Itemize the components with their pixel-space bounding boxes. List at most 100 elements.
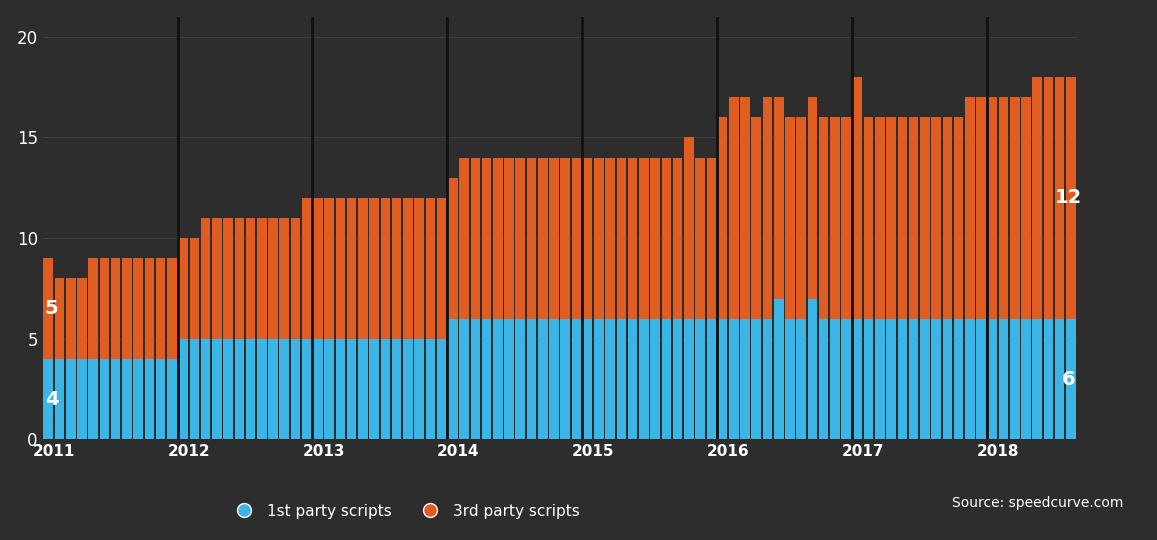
Bar	[314, 339, 323, 440]
Bar	[831, 117, 840, 319]
Bar	[538, 319, 547, 440]
Bar	[414, 339, 423, 440]
Bar	[752, 117, 761, 319]
Bar	[235, 339, 244, 440]
Bar	[819, 319, 828, 440]
Bar	[403, 339, 413, 440]
Bar	[717, 117, 728, 319]
Bar	[111, 258, 120, 359]
Bar	[302, 198, 311, 339]
Bar	[673, 319, 683, 440]
Bar	[392, 198, 401, 339]
Bar	[201, 218, 211, 339]
Bar	[100, 258, 109, 359]
Bar	[471, 158, 480, 319]
Bar	[909, 319, 919, 440]
Bar	[381, 198, 390, 339]
Bar	[268, 339, 278, 440]
Bar	[920, 117, 929, 319]
Bar	[786, 319, 795, 440]
Bar	[392, 339, 401, 440]
Bar	[617, 158, 626, 319]
Bar	[998, 319, 1008, 440]
Bar	[796, 319, 806, 440]
Bar	[268, 218, 278, 339]
Bar	[369, 198, 379, 339]
Bar	[280, 339, 289, 440]
Bar	[448, 319, 458, 440]
Text: 6: 6	[1062, 369, 1076, 389]
Bar	[943, 319, 952, 440]
Bar	[481, 319, 492, 440]
Bar	[550, 319, 559, 440]
Bar	[628, 319, 638, 440]
Bar	[931, 117, 941, 319]
Bar	[437, 339, 447, 440]
Bar	[245, 339, 256, 440]
Bar	[583, 319, 592, 440]
Bar	[212, 339, 222, 440]
Bar	[605, 319, 616, 440]
Bar	[526, 158, 537, 319]
Bar	[875, 319, 885, 440]
Bar	[123, 359, 132, 440]
Bar	[987, 319, 997, 440]
Bar	[538, 158, 547, 319]
Bar	[1032, 77, 1042, 319]
Text: 12: 12	[1055, 188, 1082, 207]
Bar	[650, 158, 659, 319]
Bar	[100, 359, 109, 440]
Bar	[953, 319, 964, 440]
Bar	[796, 117, 806, 319]
Bar	[123, 258, 132, 359]
Bar	[324, 339, 334, 440]
Bar	[583, 158, 592, 319]
Bar	[898, 319, 907, 440]
Bar	[44, 359, 53, 440]
Bar	[302, 339, 311, 440]
Bar	[347, 198, 356, 339]
Bar	[572, 319, 581, 440]
Bar	[841, 117, 850, 319]
Bar	[414, 198, 423, 339]
Bar	[493, 158, 502, 319]
Text: 4: 4	[45, 390, 59, 409]
Bar	[133, 258, 143, 359]
Bar	[684, 138, 693, 319]
Bar	[673, 158, 683, 319]
Bar	[66, 359, 75, 440]
Bar	[595, 319, 604, 440]
Bar	[695, 319, 705, 440]
Bar	[707, 158, 716, 319]
Bar	[943, 117, 952, 319]
Bar	[998, 97, 1008, 319]
Bar	[886, 117, 896, 319]
Bar	[245, 218, 256, 339]
Bar	[639, 158, 649, 319]
Bar	[481, 158, 492, 319]
Bar	[1032, 319, 1042, 440]
Bar	[167, 359, 177, 440]
Bar	[550, 158, 559, 319]
Bar	[617, 319, 626, 440]
Bar	[639, 319, 649, 440]
Bar	[931, 319, 941, 440]
Bar	[965, 97, 974, 319]
Bar	[359, 339, 368, 440]
Bar	[336, 198, 345, 339]
Bar	[886, 319, 896, 440]
Bar	[695, 158, 705, 319]
Bar	[717, 319, 728, 440]
Legend: 1st party scripts, 3rd party scripts: 1st party scripts, 3rd party scripts	[223, 498, 587, 525]
Bar	[662, 158, 671, 319]
Bar	[1066, 77, 1076, 319]
Bar	[774, 299, 783, 440]
Bar	[831, 319, 840, 440]
Bar	[403, 198, 413, 339]
Bar	[88, 359, 98, 440]
Bar	[853, 77, 862, 319]
Bar	[560, 319, 570, 440]
Bar	[290, 339, 301, 440]
Text: Source: speedcurve.com: Source: speedcurve.com	[952, 496, 1123, 510]
Bar	[662, 319, 671, 440]
